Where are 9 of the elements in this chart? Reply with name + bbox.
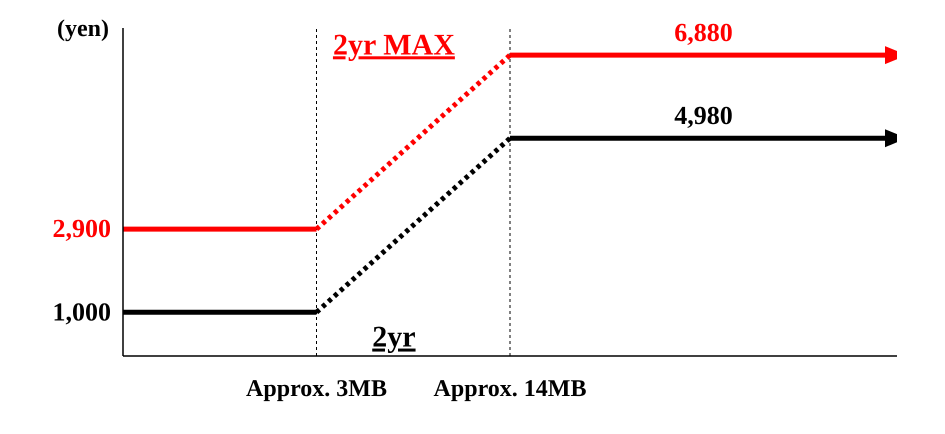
data-label: 4,980 [674,101,733,130]
y-tick-label: 2,900 [52,214,111,244]
x-tick-label: Approx. 14MB [434,376,586,402]
text: 2yr MAX [332,28,456,62]
y-tick-label: 1,000 [52,297,111,326]
series-label: 2yr [372,320,416,354]
data-label: 6,880 [674,18,733,48]
y-axis-title: (yen) [57,16,109,42]
x-tick-label: Approx. 3MB [246,376,387,402]
